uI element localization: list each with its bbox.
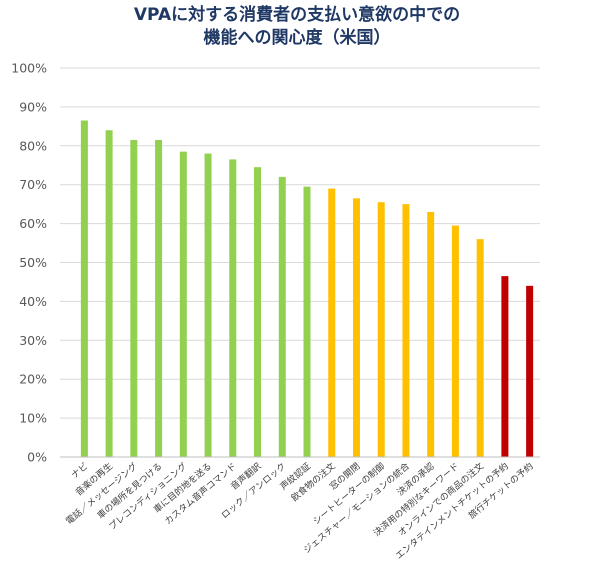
bar bbox=[526, 285, 534, 457]
bar bbox=[278, 176, 286, 458]
bars bbox=[80, 120, 534, 458]
y-tick-label: 100% bbox=[11, 61, 47, 76]
y-tick-label: 80% bbox=[19, 138, 47, 153]
bar bbox=[105, 130, 113, 458]
y-tick-label: 70% bbox=[19, 177, 47, 192]
gridlines bbox=[60, 67, 540, 419]
chart-title: VPAに対する消費者の支払い意欲の中での 機能への関心度（米国） bbox=[0, 4, 594, 50]
bar bbox=[229, 159, 237, 458]
bar bbox=[501, 276, 509, 457]
y-tick-label: 50% bbox=[19, 255, 47, 270]
x-tick-label: ナビ bbox=[69, 461, 90, 481]
bar bbox=[377, 202, 385, 457]
bar bbox=[155, 139, 163, 457]
bar bbox=[476, 239, 484, 457]
y-tick-label: 90% bbox=[19, 99, 47, 114]
chart-title-line-2: 機能への関心度（米国） bbox=[203, 28, 391, 48]
bar bbox=[451, 225, 459, 457]
chart-title-line-1: VPAに対する消費者の支払い意欲の中での bbox=[133, 5, 461, 25]
y-tick-label: 20% bbox=[19, 372, 47, 387]
bar bbox=[204, 153, 212, 457]
bar bbox=[80, 120, 88, 457]
y-axis: 0% 10% 20% 30% 40% 50% 60% 70% 80% 90% 100% bbox=[11, 61, 47, 465]
bar bbox=[254, 167, 262, 457]
bar bbox=[303, 186, 311, 457]
y-tick-label: 0% bbox=[27, 450, 47, 465]
y-tick-label: 30% bbox=[19, 333, 47, 348]
x-axis: ナビ音楽の再生電話／メッセージング車の場所を見つけるプレコンディショニング車に目… bbox=[63, 460, 535, 562]
bar bbox=[352, 198, 360, 457]
y-tick-label: 40% bbox=[19, 294, 47, 309]
bar bbox=[130, 139, 138, 457]
bar bbox=[427, 211, 435, 457]
y-tick-label: 10% bbox=[19, 411, 47, 426]
bar bbox=[328, 188, 336, 457]
bar bbox=[402, 204, 410, 457]
y-tick-label: 60% bbox=[19, 216, 47, 231]
bar bbox=[179, 151, 187, 457]
